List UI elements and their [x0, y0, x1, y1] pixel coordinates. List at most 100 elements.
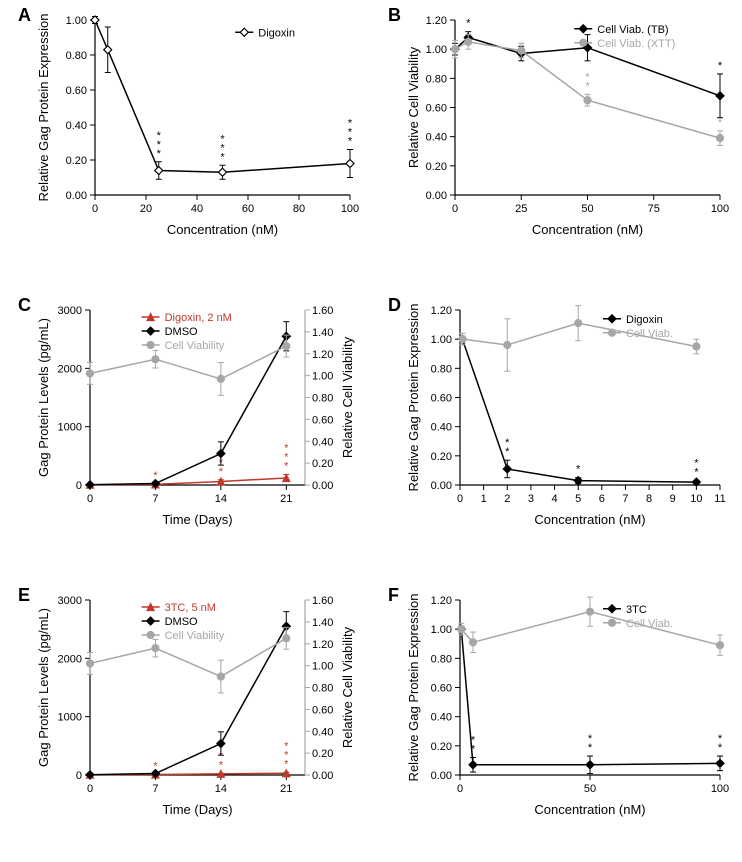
svg-text:*: *	[348, 118, 353, 130]
svg-text:0.40: 0.40	[312, 726, 333, 738]
svg-text:100: 100	[711, 783, 729, 795]
svg-text:1.60: 1.60	[312, 595, 333, 607]
svg-text:7: 7	[622, 493, 628, 505]
svg-text:*: *	[220, 133, 225, 145]
svg-text:2000: 2000	[58, 363, 82, 375]
panel-B: 02550751000.000.200.400.600.801.001.20Co…	[400, 10, 730, 240]
svg-text:50: 50	[584, 783, 596, 795]
y2-axis-label: Relative Cell Viability	[340, 626, 355, 748]
svg-text:1.00: 1.00	[426, 44, 447, 56]
svg-text:0: 0	[87, 493, 93, 505]
svg-text:*: *	[505, 437, 510, 449]
svg-text:0: 0	[76, 480, 82, 492]
svg-text:0.60: 0.60	[431, 683, 452, 695]
panel-F: 0501000.000.200.400.600.801.001.20Concen…	[400, 590, 730, 820]
svg-text:0: 0	[76, 770, 82, 782]
svg-text:0: 0	[92, 203, 98, 215]
y-axis-label: Gag Protein Levels (pg/mL)	[36, 608, 51, 767]
svg-text:1.20: 1.20	[312, 349, 333, 361]
svg-text:0.40: 0.40	[426, 132, 447, 144]
y-axis-label: Relative Gag Protein Expression	[406, 594, 421, 782]
svg-text:100: 100	[341, 203, 359, 215]
svg-text:3: 3	[528, 493, 534, 505]
svg-text:0.40: 0.40	[312, 436, 333, 448]
svg-text:80: 80	[293, 203, 305, 215]
svg-text:*: *	[284, 740, 289, 752]
svg-text:14: 14	[215, 783, 227, 795]
panel-D: 012345678910110.000.200.400.600.801.001.…	[400, 300, 730, 530]
svg-text:*: *	[718, 60, 723, 72]
svg-text:25: 25	[515, 203, 527, 215]
svg-text:1.20: 1.20	[431, 305, 452, 317]
svg-text:1.00: 1.00	[312, 371, 333, 383]
svg-text:0.20: 0.20	[426, 161, 447, 173]
svg-text:60: 60	[242, 203, 254, 215]
svg-text:0.40: 0.40	[66, 120, 87, 132]
svg-text:1000: 1000	[58, 422, 82, 434]
legend-item: Cell Viab.	[626, 328, 673, 340]
svg-text:0: 0	[452, 203, 458, 215]
svg-text:0.80: 0.80	[431, 653, 452, 665]
svg-text:1.40: 1.40	[312, 327, 333, 339]
svg-text:0.60: 0.60	[431, 393, 452, 405]
svg-text:21: 21	[280, 493, 292, 505]
legend-item: Cell Viab. (TB)	[597, 24, 668, 36]
svg-text:0.80: 0.80	[431, 363, 452, 375]
legend-item: 3TC	[626, 604, 647, 616]
svg-text:0.60: 0.60	[312, 704, 333, 716]
svg-text:*: *	[157, 130, 162, 142]
svg-text:1000: 1000	[58, 712, 82, 724]
svg-text:20: 20	[140, 203, 152, 215]
svg-text:0.00: 0.00	[312, 770, 333, 782]
svg-text:3000: 3000	[58, 595, 82, 607]
svg-text:*: *	[576, 464, 581, 476]
panel-E: 07142101000200030000.000.200.400.600.801…	[30, 590, 360, 820]
svg-text:0.20: 0.20	[312, 458, 333, 470]
legend-item: Cell Viability	[165, 630, 225, 642]
svg-text:0.40: 0.40	[431, 712, 452, 724]
svg-text:1.20: 1.20	[426, 15, 447, 27]
panel-C: 07142101000200030000.000.200.400.600.801…	[30, 300, 360, 530]
svg-text:0.80: 0.80	[426, 73, 447, 85]
svg-text:1.60: 1.60	[312, 305, 333, 317]
figure-container: A0204060801000.000.200.400.600.801.00Con…	[0, 0, 742, 862]
svg-text:1: 1	[481, 493, 487, 505]
svg-text:40: 40	[191, 203, 203, 215]
svg-text:0: 0	[457, 493, 463, 505]
svg-text:0.60: 0.60	[426, 103, 447, 115]
y-axis-label: Relative Cell Viability	[406, 46, 421, 168]
svg-text:*: *	[284, 443, 289, 455]
svg-text:0.00: 0.00	[312, 480, 333, 492]
svg-text:3000: 3000	[58, 305, 82, 317]
svg-text:0.00: 0.00	[426, 190, 447, 202]
y-axis-label: Relative Gag Protein Expression	[406, 304, 421, 492]
svg-text:0.00: 0.00	[431, 480, 452, 492]
svg-text:0.00: 0.00	[431, 770, 452, 782]
legend-item: Cell Viability	[165, 340, 225, 352]
svg-text:100: 100	[711, 203, 729, 215]
legend-item: Cell Viab.	[626, 618, 673, 630]
svg-text:14: 14	[215, 493, 227, 505]
svg-text:21: 21	[280, 783, 292, 795]
svg-text:9: 9	[670, 493, 676, 505]
legend-item: DMSO	[165, 326, 198, 338]
svg-text:0.20: 0.20	[431, 741, 452, 753]
svg-text:0.80: 0.80	[66, 50, 87, 62]
svg-text:0.60: 0.60	[66, 85, 87, 97]
legend-item: Digoxin	[626, 314, 663, 326]
svg-text:11: 11	[714, 493, 725, 505]
y-axis-label: Gag Protein Levels (pg/mL)	[36, 318, 51, 477]
svg-text:2000: 2000	[58, 653, 82, 665]
svg-text:0.80: 0.80	[312, 393, 333, 405]
svg-text:1.40: 1.40	[312, 617, 333, 629]
legend-item: DMSO	[165, 616, 198, 628]
y2-axis-label: Relative Cell Viability	[340, 336, 355, 458]
svg-text:5: 5	[575, 493, 581, 505]
svg-text:0.20: 0.20	[312, 748, 333, 760]
svg-text:1.00: 1.00	[312, 661, 333, 673]
svg-text:*: *	[588, 733, 593, 745]
x-axis-label: Concentration (nM)	[532, 222, 643, 237]
svg-text:*: *	[718, 117, 723, 129]
svg-text:7: 7	[152, 783, 158, 795]
svg-text:1.00: 1.00	[66, 15, 87, 27]
